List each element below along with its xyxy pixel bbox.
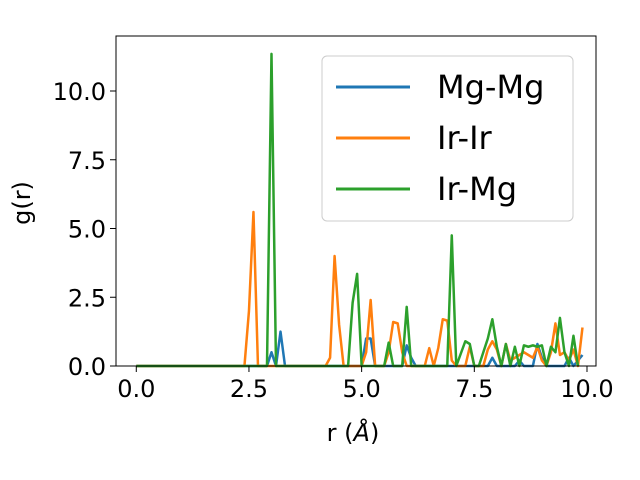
y-tick-label: 7.5 — [68, 147, 106, 175]
x-axis-label: r (Å) — [327, 418, 380, 447]
y-tick-label: 0.0 — [68, 353, 106, 381]
legend-box — [321, 55, 574, 222]
y-tick-label: 10.0 — [53, 78, 106, 106]
y-tick-label: 5.0 — [68, 216, 106, 244]
series-line-ir-ir — [136, 210, 584, 368]
legend-label-ir-mg: Ir-Mg — [437, 170, 517, 208]
x-tick-label: 7.5 — [455, 375, 493, 403]
legend-label-mg-mg: Mg-Mg — [437, 68, 544, 106]
x-tick-label: 10.0 — [560, 375, 613, 403]
x-axis-ticks: 0.0 2.5 5.0 7.5 10.0 — [117, 366, 614, 403]
y-tick-label: 2.5 — [68, 284, 106, 312]
legend: Mg-Mg Ir-Ir Ir-Mg — [321, 55, 574, 222]
y-axis-ticks: 0.0 2.5 5.0 7.5 10.0 — [53, 78, 116, 381]
axes-frame — [115, 35, 597, 367]
legend-label-ir-ir: Ir-Ir — [437, 119, 493, 157]
y-axis-label: g(r) — [8, 181, 36, 225]
x-tick-label: 2.5 — [230, 375, 268, 403]
x-tick-label: 5.0 — [343, 375, 381, 403]
x-tick-label: 0.0 — [117, 375, 155, 403]
